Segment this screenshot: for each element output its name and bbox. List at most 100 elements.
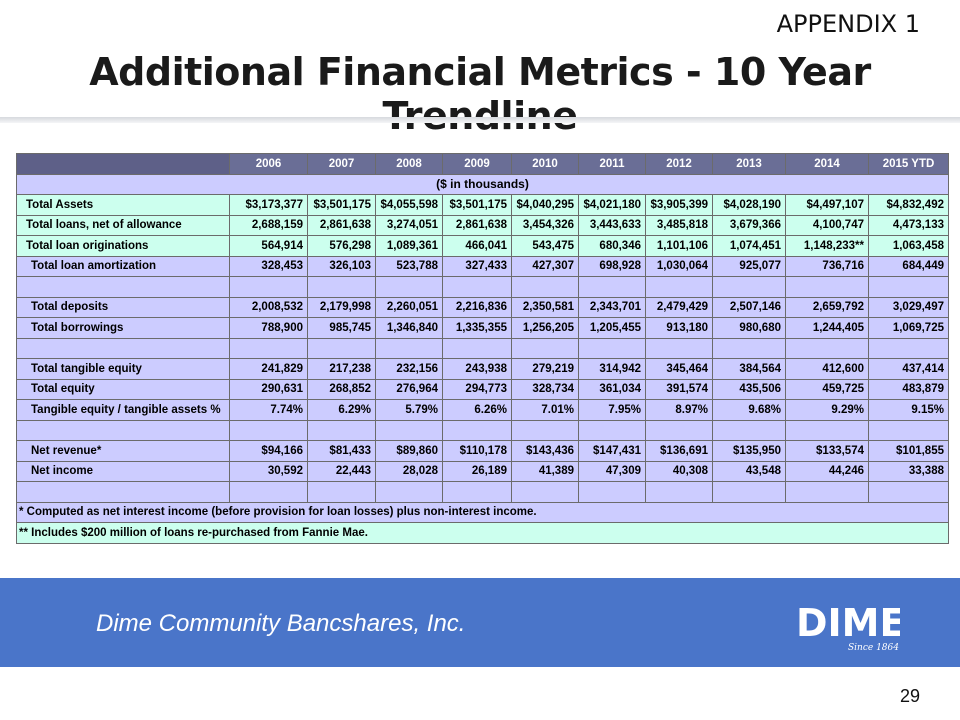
row-label: Total loan originations <box>16 235 230 257</box>
footnote-text: ** Includes $200 million of loans re-pur… <box>16 522 949 544</box>
table-row: Total loans, net of allowance 2,688,159 2,… <box>16 214 949 236</box>
value-cell: 33,388 <box>868 460 949 482</box>
value-cell: 2,688,159 <box>229 214 308 236</box>
value-cell: $3,501,175 <box>307 194 376 216</box>
footnote-text: * Computed as net interest income (befor… <box>16 501 949 523</box>
value-cell: 40,308 <box>645 460 713 482</box>
empty-cell <box>511 419 579 441</box>
year-header-cell: 2006 <box>229 153 308 175</box>
value-cell: $4,021,180 <box>578 194 646 216</box>
value-cell: 564,914 <box>229 235 308 257</box>
empty-cell <box>307 419 376 441</box>
value-cell: 698,928 <box>578 255 646 277</box>
empty-cell <box>16 481 230 503</box>
value-cell: 985,745 <box>307 317 376 339</box>
value-cell: $135,950 <box>712 440 786 462</box>
row-label: Total borrowings <box>16 317 230 339</box>
year-header-cell: 2015 YTD <box>868 153 949 175</box>
table-row: Total equity 290,631 268,852 276,964 294,773… <box>16 378 949 400</box>
empty-cell <box>712 419 786 441</box>
value-cell: 41,389 <box>511 460 579 482</box>
value-cell: 1,030,064 <box>645 255 713 277</box>
empty-cell <box>645 419 713 441</box>
value-cell: 1,063,458 <box>868 235 949 257</box>
empty-cell <box>645 481 713 503</box>
row-label: Total tangible equity <box>16 358 230 380</box>
empty-cell <box>578 481 646 503</box>
value-cell: 5.79% <box>375 399 443 421</box>
empty-cell <box>712 276 786 298</box>
value-cell: 1,244,405 <box>785 317 869 339</box>
units-label: ($ in thousands) <box>16 173 949 195</box>
value-cell: 1,335,355 <box>442 317 512 339</box>
value-cell: $101,855 <box>868 440 949 462</box>
value-cell: 1,148,233** <box>785 235 869 257</box>
value-cell: 2,659,792 <box>785 296 869 318</box>
row-label: Total Assets <box>16 194 230 216</box>
company-name: Dime Community Bancshares, Inc. <box>96 610 466 637</box>
value-cell: 47,309 <box>578 460 646 482</box>
financial-metrics-table-container: 2006 2007 2008 2009 2010 2011 2012 2013 2014 2015… <box>16 153 949 544</box>
empty-cell <box>785 276 869 298</box>
value-cell: $110,178 <box>442 440 512 462</box>
value-cell: 28,028 <box>375 460 443 482</box>
value-cell: 1,101,106 <box>645 235 713 257</box>
value-cell: 980,680 <box>712 317 786 339</box>
empty-cell <box>868 481 949 503</box>
value-cell: 43,548 <box>712 460 786 482</box>
value-cell: 391,574 <box>645 378 713 400</box>
empty-cell <box>578 276 646 298</box>
empty-cell <box>229 481 308 503</box>
value-cell: $94,166 <box>229 440 308 462</box>
value-cell: 466,041 <box>442 235 512 257</box>
value-cell: $4,028,190 <box>712 194 786 216</box>
table-row: Total borrowings 788,900 985,745 1,346,840 1… <box>16 317 949 339</box>
value-cell: 412,600 <box>785 358 869 380</box>
value-cell: 788,900 <box>229 317 308 339</box>
value-cell: 9.68% <box>712 399 786 421</box>
value-cell: 3,029,497 <box>868 296 949 318</box>
value-cell: 483,879 <box>868 378 949 400</box>
empty-cell <box>785 337 869 359</box>
value-cell: $4,832,492 <box>868 194 949 216</box>
empty-cell <box>785 419 869 441</box>
value-cell: 9.29% <box>785 399 869 421</box>
footer-band: Dime Community Bancshares, Inc. DIME Sin… <box>0 578 960 667</box>
value-cell: 327,433 <box>442 255 512 277</box>
year-header-cell: 2010 <box>511 153 579 175</box>
empty-cell <box>712 481 786 503</box>
value-cell: 3,485,818 <box>645 214 713 236</box>
empty-cell <box>307 481 376 503</box>
empty-cell <box>375 276 443 298</box>
value-cell: $4,040,295 <box>511 194 579 216</box>
empty-cell <box>375 419 443 441</box>
value-cell: $81,433 <box>307 440 376 462</box>
empty-cell <box>375 337 443 359</box>
value-cell: 276,964 <box>375 378 443 400</box>
value-cell: 680,346 <box>578 235 646 257</box>
value-cell: $3,501,175 <box>442 194 512 216</box>
empty-cell <box>785 481 869 503</box>
value-cell: $4,055,598 <box>375 194 443 216</box>
table-row: Net income 30,592 22,443 28,028 26,189 41,389… <box>16 460 949 482</box>
empty-cell <box>229 337 308 359</box>
table-row: Net revenue* $94,166 $81,433 $89,860 $110,17… <box>16 440 949 462</box>
value-cell: 290,631 <box>229 378 308 400</box>
value-cell: 2,179,998 <box>307 296 376 318</box>
page-title: Additional Financial Metrics - 10 Year T… <box>89 50 871 138</box>
value-cell: 7.01% <box>511 399 579 421</box>
value-cell: 3,679,366 <box>712 214 786 236</box>
year-header-cell: 2009 <box>442 153 512 175</box>
value-cell: 2,479,429 <box>645 296 713 318</box>
value-cell: 2,507,146 <box>712 296 786 318</box>
value-cell: 543,475 <box>511 235 579 257</box>
empty-cell <box>442 276 512 298</box>
value-cell: 2,260,051 <box>375 296 443 318</box>
empty-cell <box>16 337 230 359</box>
year-header-cell: 2014 <box>785 153 869 175</box>
units-row: ($ in thousands) <box>16 173 949 195</box>
row-label: Tangible equity / tangible assets % <box>16 399 230 421</box>
value-cell: 2,350,581 <box>511 296 579 318</box>
value-cell: $147,431 <box>578 440 646 462</box>
logo-tagline: Since 1864 <box>848 643 899 653</box>
